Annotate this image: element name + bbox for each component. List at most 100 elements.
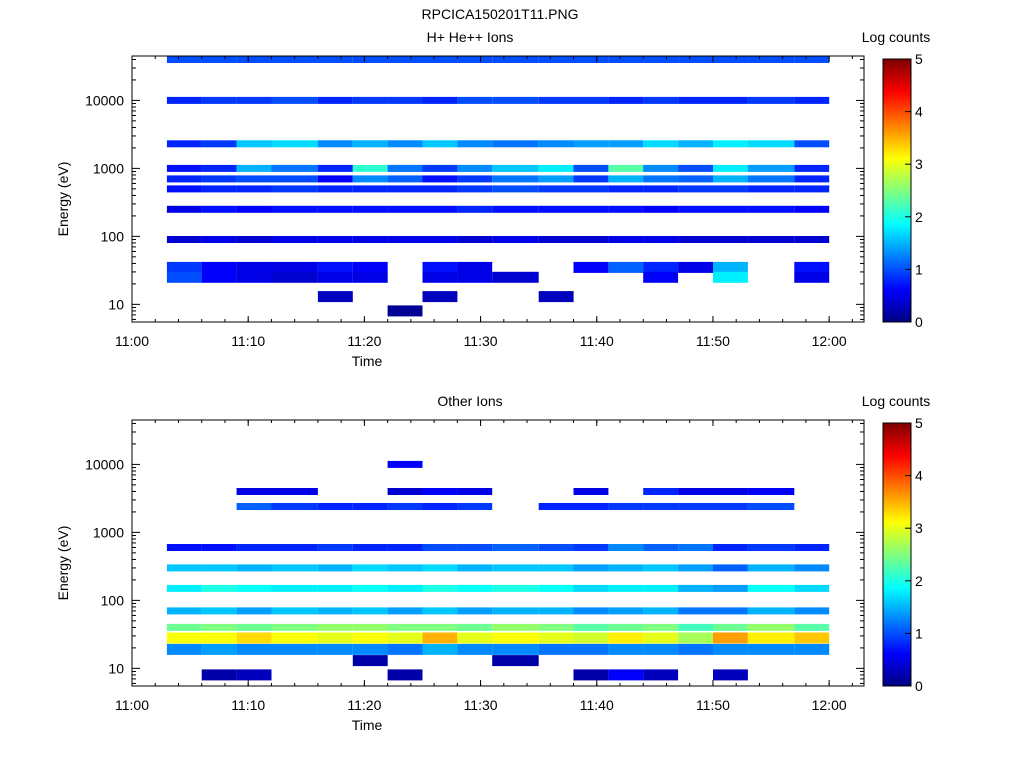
colorbar-strip xyxy=(883,532,911,534)
colorbar-strip xyxy=(883,218,911,220)
heatmap-cell xyxy=(352,236,388,243)
colorbar-strip xyxy=(883,625,911,627)
colorbar-strip xyxy=(883,170,911,172)
colorbar-strip xyxy=(883,89,911,91)
heatmap-cell xyxy=(492,205,539,213)
colorbar-strip xyxy=(883,606,911,608)
colorbar-strip xyxy=(883,498,911,500)
colorbar-strip xyxy=(883,567,911,569)
colorbar-strip xyxy=(883,68,911,70)
colorbar-strip xyxy=(883,308,911,310)
heatmap-cell xyxy=(713,544,748,551)
colorbar-strip xyxy=(883,257,911,259)
colorbar-strip xyxy=(883,144,911,146)
colorbar-strip xyxy=(883,592,911,594)
colorbar-strip xyxy=(883,125,911,127)
colorbar-strip xyxy=(883,158,911,160)
colorbar-strip xyxy=(883,462,911,464)
colorbar-strip xyxy=(883,139,911,141)
colorbar-strip xyxy=(883,281,911,283)
heatmap-cell xyxy=(387,584,423,592)
colorbar-strip xyxy=(883,167,911,169)
colorbar-strip xyxy=(883,531,911,533)
colorbar-strip xyxy=(883,175,911,177)
colorbar-strip xyxy=(883,81,911,83)
colorbar-strip xyxy=(883,500,911,502)
heatmap-cell xyxy=(457,584,493,592)
heatmap-cell xyxy=(492,236,539,243)
colorbar-strip xyxy=(883,289,911,291)
colorbar-strip xyxy=(883,682,911,684)
colorbar-strip xyxy=(883,566,911,568)
heatmap-cell xyxy=(387,185,423,193)
colorbar-strip xyxy=(883,544,911,546)
heatmap-cell xyxy=(236,632,272,644)
colorbar-strip xyxy=(883,304,911,306)
colorbar-strip xyxy=(883,533,911,535)
colorbar-strip xyxy=(883,198,911,200)
heatmap-cell xyxy=(422,261,458,273)
y-tick-label: 10000 xyxy=(85,456,124,472)
colorbar-strip xyxy=(883,63,911,65)
heatmap-cell xyxy=(457,503,493,510)
heatmap-cell xyxy=(713,261,748,273)
colorbar-strip xyxy=(883,559,911,561)
colorbar-strip xyxy=(883,193,911,195)
colorbar-strip xyxy=(883,59,911,61)
x-tick-label: 12:00 xyxy=(812,697,847,713)
colorbar-strip xyxy=(883,637,911,639)
colorbar-label: Log counts xyxy=(862,29,931,45)
colorbar-strip xyxy=(883,267,911,269)
colorbar-strip xyxy=(883,507,911,509)
colorbar-strip xyxy=(883,479,911,481)
colorbar-strip xyxy=(883,234,911,236)
heatmap-cell xyxy=(457,236,493,243)
x-tick-label: 11:40 xyxy=(580,697,614,713)
colorbar-strip xyxy=(883,576,911,578)
heatmap-cell xyxy=(387,544,423,551)
heatmap-cell xyxy=(166,643,202,655)
colorbar-strip xyxy=(883,238,911,240)
heatmap-cell xyxy=(643,96,679,104)
colorbar-strip xyxy=(883,560,911,562)
heatmap-cell xyxy=(457,607,493,615)
colorbar-strip xyxy=(883,436,911,438)
colorbar-strip xyxy=(883,311,911,313)
colorbar-strip xyxy=(883,525,911,527)
colorbar-strip xyxy=(883,114,911,116)
colorbar-strip xyxy=(883,677,911,679)
colorbar-strip xyxy=(883,667,911,669)
colorbar-strip xyxy=(883,318,911,320)
heatmap-cell xyxy=(794,236,830,243)
heatmap-cell xyxy=(608,643,644,655)
colorbar-strip xyxy=(883,634,911,636)
heatmap-cell xyxy=(747,140,795,148)
colorbar-strip xyxy=(883,129,911,131)
heatmap-cell xyxy=(166,56,202,63)
heatmap-cell xyxy=(794,205,830,213)
colorbar-strip xyxy=(883,293,911,295)
heatmap-cell xyxy=(678,261,713,273)
colorbar-strip xyxy=(883,520,911,522)
heatmap-cell xyxy=(387,96,423,104)
heatmap-cell xyxy=(201,185,237,193)
heatmap-cell xyxy=(457,488,493,495)
colorbar-strip xyxy=(883,145,911,147)
colorbar-strip xyxy=(883,661,911,663)
colorbar-strip xyxy=(883,276,911,278)
colorbar-strip xyxy=(883,587,911,589)
heatmap-cell xyxy=(678,164,713,172)
colorbar-strip xyxy=(883,465,911,467)
colorbar-strip xyxy=(883,485,911,487)
colorbar-strip xyxy=(883,509,911,511)
colorbar-strip xyxy=(883,284,911,286)
heatmap-cell xyxy=(317,175,353,183)
colorbar-strip xyxy=(883,108,911,110)
colorbar-strip xyxy=(883,452,911,454)
colorbar-strip xyxy=(883,593,911,595)
heatmap-cell xyxy=(457,56,493,63)
heatmap-cell xyxy=(166,205,202,213)
colorbar-strip xyxy=(883,136,911,138)
colorbar-strip xyxy=(883,555,911,557)
colorbar-strip xyxy=(883,551,911,553)
